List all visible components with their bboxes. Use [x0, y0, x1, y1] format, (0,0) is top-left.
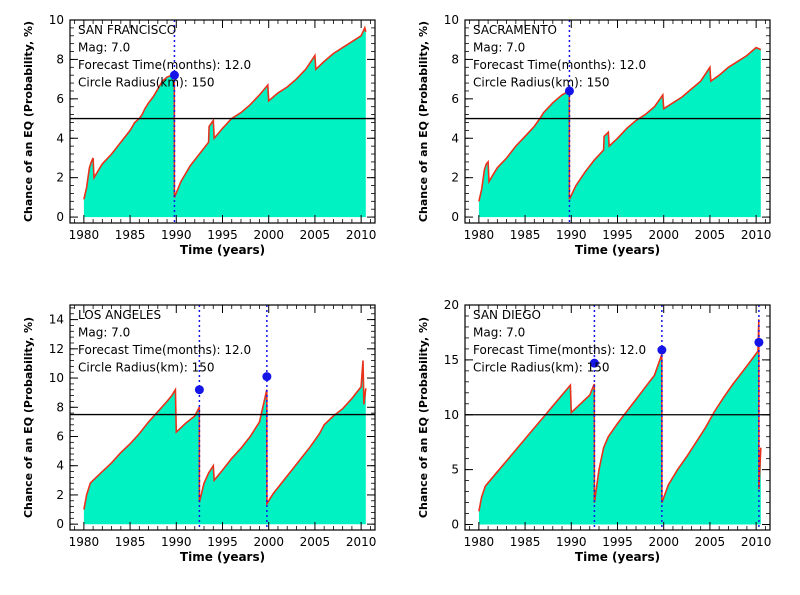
- probability-line: [83, 25, 367, 200]
- y-tick-label: 8: [451, 52, 459, 66]
- x-tick-label: 2000: [648, 228, 679, 242]
- x-tick-label: 2005: [300, 535, 331, 549]
- x-axis-label: Time (years): [180, 550, 265, 564]
- y-tick-label: 10: [49, 371, 64, 385]
- x-tick-label: 2000: [648, 535, 679, 549]
- y-tick-label: 6: [56, 429, 64, 443]
- chart-panel: 1980 1985 1990 1995 2000 2005 2010 0 2 4 6 8 10 Time …: [22, 13, 376, 257]
- event-marker: [657, 345, 667, 355]
- y-tick-label: 10: [444, 408, 459, 422]
- probability-area: [478, 319, 761, 525]
- y-tick-label: 14: [49, 313, 64, 327]
- x-tick-label: 1980: [464, 535, 495, 549]
- x-tick-label: 2010: [346, 535, 377, 549]
- panel-annotation: Forecast Time(months): 12.0: [78, 343, 251, 357]
- y-tick-label: 6: [56, 92, 64, 106]
- probability-area: [478, 47, 761, 218]
- y-tick-label: 0: [56, 517, 64, 531]
- x-tick-label: 1985: [115, 535, 146, 549]
- x-tick-label: 1990: [161, 228, 192, 242]
- x-tick-label: 1980: [69, 228, 100, 242]
- chart-panel: 1980 1985 1990 1995 2000 2005 2010 0 5 10 15 20 Time…: [417, 298, 771, 564]
- event-marker: [169, 70, 179, 80]
- chart-panel: 1980 1985 1990 1995 2000 2005 2010 0 2 4 6 8 10 12 14 T…: [22, 304, 377, 564]
- probability-line: [478, 46, 762, 202]
- chart-panel: 1980 1985 1990 1995 2000 2005 2010 0 2 4 6 8 10 Time …: [417, 13, 771, 257]
- x-tick-label: 2010: [741, 228, 772, 242]
- x-tick-label: 1980: [464, 228, 495, 242]
- y-axis-label: Chance of an EQ (Probability, %): [22, 317, 35, 518]
- y-tick-label: 12: [49, 342, 64, 356]
- y-tick-label: 10: [49, 13, 64, 27]
- x-axis-label: Time (years): [575, 243, 660, 257]
- probability-line: [83, 360, 367, 510]
- y-tick-label: 8: [56, 52, 64, 66]
- x-tick-label: 2005: [695, 228, 726, 242]
- x-tick-label: 2005: [695, 535, 726, 549]
- y-tick-label: 4: [56, 459, 64, 473]
- y-tick-label: 4: [56, 131, 64, 145]
- y-axis-label: Chance of an EQ (Probability, %): [417, 21, 430, 222]
- panel-annotation: Circle Radius(km): 150: [473, 76, 610, 90]
- x-tick-label: 2010: [346, 228, 377, 242]
- y-tick-label: 15: [444, 353, 459, 367]
- x-axis-label: Time (years): [180, 243, 265, 257]
- panel-annotation: Mag: 7.0: [78, 326, 130, 340]
- x-tick-label: 1980: [69, 535, 100, 549]
- y-tick-label: 5: [451, 463, 459, 477]
- y-tick-label: 2: [451, 171, 459, 185]
- panel-annotation: Circle Radius(km): 150: [473, 361, 610, 375]
- panel-title: SAN DIEGO: [473, 308, 541, 322]
- x-tick-label: 1995: [602, 535, 633, 549]
- x-tick-label: 2010: [741, 535, 772, 549]
- panel-annotation: Mag: 7.0: [473, 326, 525, 340]
- y-tick-label: 0: [451, 518, 459, 532]
- y-tick-label: 10: [444, 13, 459, 27]
- event-marker: [194, 385, 204, 395]
- event-marker: [589, 358, 599, 368]
- y-tick-label: 0: [451, 210, 459, 224]
- y-axis-label: Chance of an EQ (Probability, %): [417, 317, 430, 518]
- x-tick-label: 1985: [510, 228, 541, 242]
- panel-title: SACRAMENTO: [473, 23, 557, 37]
- panel-title: LOS ANGELES: [78, 308, 161, 322]
- x-tick-label: 1995: [602, 228, 633, 242]
- panel-annotation: Circle Radius(km): 150: [78, 76, 215, 90]
- y-tick-label: 4: [451, 131, 459, 145]
- event-marker: [754, 337, 764, 347]
- x-tick-label: 1990: [556, 228, 587, 242]
- panel-annotation: Forecast Time(months): 12.0: [78, 58, 251, 72]
- x-tick-label: 1995: [207, 228, 238, 242]
- panel-annotation: Forecast Time(months): 12.0: [473, 343, 646, 357]
- x-tick-label: 1990: [556, 535, 587, 549]
- y-tick-label: 2: [56, 488, 64, 502]
- y-axis-label: Chance of an EQ (Probability, %): [22, 21, 35, 222]
- panel-annotation: Mag: 7.0: [78, 41, 130, 55]
- panel-title: SAN FRANCISCO: [78, 23, 176, 37]
- y-tick-label: 20: [444, 298, 459, 312]
- panel-annotation: Circle Radius(km): 150: [78, 361, 215, 375]
- x-tick-label: 2005: [300, 228, 331, 242]
- probability-line: [478, 319, 762, 512]
- y-tick-label: 8: [56, 400, 64, 414]
- x-tick-label: 1990: [161, 535, 192, 549]
- x-tick-label: 1985: [510, 535, 541, 549]
- x-tick-label: 2000: [253, 228, 284, 242]
- x-tick-label: 1985: [115, 228, 146, 242]
- event-marker: [564, 86, 574, 96]
- y-tick-label: 0: [56, 210, 64, 224]
- event-marker: [262, 372, 272, 382]
- probability-area: [83, 360, 366, 525]
- x-axis-label: Time (years): [575, 550, 660, 564]
- panel-annotation: Mag: 7.0: [473, 41, 525, 55]
- y-tick-label: 6: [451, 92, 459, 106]
- x-tick-label: 2000: [253, 535, 284, 549]
- probability-area: [83, 27, 366, 218]
- panel-annotation: Forecast Time(months): 12.0: [473, 58, 646, 72]
- y-tick-label: 2: [56, 171, 64, 185]
- x-tick-label: 1995: [207, 535, 238, 549]
